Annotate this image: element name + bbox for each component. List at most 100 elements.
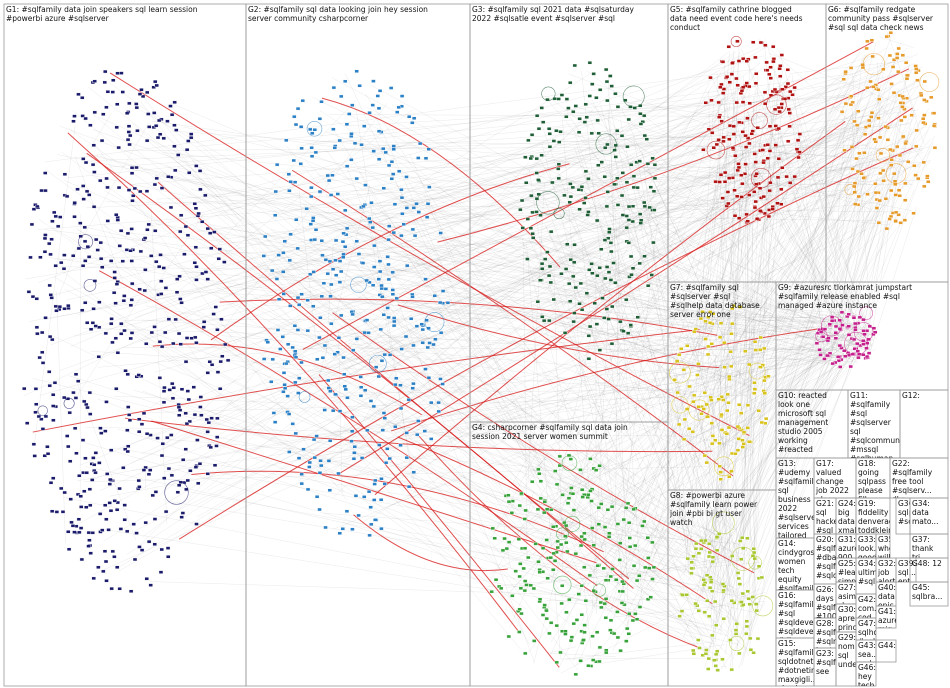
node: [87, 390, 93, 395]
node: [553, 469, 558, 473]
edge: [103, 153, 744, 542]
node: [716, 138, 721, 142]
node: [860, 63, 865, 67]
node: [103, 559, 109, 564]
label-line: data: [838, 517, 855, 526]
node: [602, 525, 608, 529]
edge: [274, 242, 752, 382]
node: [301, 447, 306, 451]
node: [914, 144, 919, 149]
node: [57, 304, 63, 309]
edge: [731, 179, 892, 189]
node: [709, 342, 714, 346]
node: [921, 120, 926, 125]
node: [320, 253, 325, 258]
node: [171, 386, 176, 390]
node: [586, 334, 592, 338]
edge: [61, 151, 430, 428]
node: [97, 461, 102, 465]
edge: [304, 140, 923, 150]
node: [59, 260, 64, 265]
node: [648, 185, 654, 189]
node: [168, 205, 174, 210]
node: [123, 369, 128, 373]
edge: [409, 438, 691, 559]
node: [607, 531, 612, 535]
node: [128, 249, 133, 253]
node: [92, 170, 97, 174]
node: [68, 497, 73, 501]
node: [336, 471, 341, 476]
node: [594, 218, 600, 223]
edge: [591, 99, 707, 325]
node: [161, 136, 166, 141]
node: [40, 350, 45, 355]
node: [276, 297, 282, 301]
self-loop: [729, 635, 745, 652]
node: [195, 438, 200, 442]
edge: [53, 276, 129, 320]
node: [591, 72, 596, 76]
node: [395, 110, 400, 114]
node: [617, 558, 622, 562]
label-line: #sqlserv...: [892, 486, 932, 495]
node: [314, 434, 319, 438]
node: [865, 39, 870, 44]
node: [130, 199, 135, 203]
node: [681, 368, 687, 372]
node: [432, 294, 437, 298]
node: [522, 517, 527, 521]
edge: [868, 207, 917, 355]
node: [906, 160, 911, 164]
node: [526, 138, 531, 143]
group-box: [875, 639, 897, 663]
node: [48, 481, 54, 485]
node: [114, 282, 120, 286]
node: [522, 579, 528, 583]
edge: [708, 91, 710, 133]
node: [852, 181, 858, 185]
node: [779, 102, 784, 106]
node: [370, 283, 376, 287]
edge: [685, 117, 772, 342]
edge: [186, 132, 743, 626]
node: [84, 471, 89, 475]
node: [350, 103, 355, 107]
node: [410, 386, 415, 390]
node: [292, 114, 297, 119]
edge: [684, 150, 931, 435]
node: [740, 100, 746, 104]
edge: [717, 381, 730, 623]
node: [550, 180, 555, 185]
node: [750, 595, 755, 599]
node: [903, 61, 909, 65]
node: [728, 350, 733, 354]
edge: [586, 70, 727, 181]
node: [926, 180, 931, 184]
label-line: #sql: [816, 526, 833, 535]
node: [724, 408, 730, 413]
edge: [104, 130, 611, 168]
self-loop: [730, 36, 742, 47]
edge: [386, 342, 825, 507]
node: [378, 498, 384, 502]
edge: [336, 301, 867, 338]
node: [367, 216, 372, 221]
node: [520, 226, 525, 230]
node: [331, 127, 336, 131]
edge: [409, 173, 851, 309]
label-line: #sqlserver #sql: [670, 292, 730, 301]
label-line: G37:: [912, 535, 930, 544]
node: [55, 224, 61, 229]
node: [743, 133, 748, 138]
node: [619, 193, 625, 198]
edge: [108, 81, 725, 543]
edge: [635, 55, 732, 207]
node: [715, 668, 720, 672]
edge: [394, 181, 583, 519]
node: [80, 96, 85, 100]
edge: [609, 161, 622, 334]
node: [323, 258, 329, 262]
edge: [300, 459, 592, 578]
node: [424, 318, 429, 322]
